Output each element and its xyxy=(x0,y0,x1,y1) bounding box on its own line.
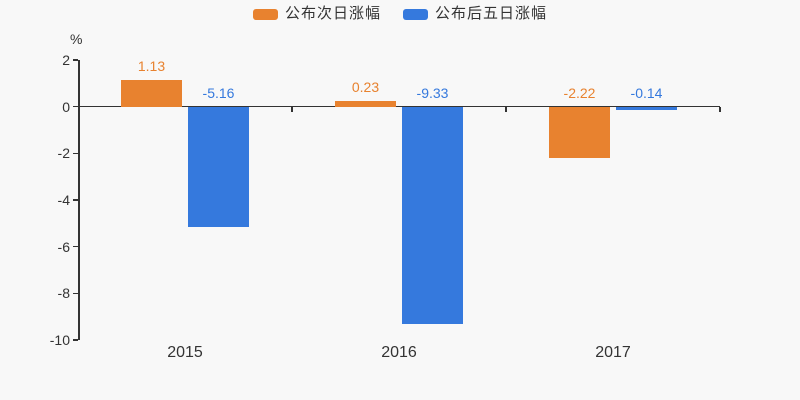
legend-swatch-icon xyxy=(252,8,278,20)
x-axis-zero-line xyxy=(78,105,720,108)
bar-公布后五日涨幅-2017[interactable] xyxy=(616,106,677,110)
y-axis-unit-label: % xyxy=(70,31,83,47)
legend-item-series-1[interactable]: 公布后五日涨幅 xyxy=(403,5,547,23)
x-axis-tick xyxy=(719,106,721,112)
bar-公布次日涨幅-2017[interactable] xyxy=(549,106,610,159)
legend-label: 公布次日涨幅 xyxy=(284,5,381,22)
y-axis-tick xyxy=(73,59,78,61)
bar-公布后五日涨幅-2015[interactable] xyxy=(188,106,249,228)
y-axis-tick xyxy=(73,199,78,201)
bar-value-label: -9.33 xyxy=(416,84,449,101)
bar-value-label: 1.13 xyxy=(137,58,166,75)
y-tick-label: 0 xyxy=(62,98,70,115)
bar-value-label: 0.23 xyxy=(351,79,380,96)
bar-value-label: -0.14 xyxy=(630,84,663,101)
bar-公布后五日涨幅-2016[interactable] xyxy=(402,106,463,325)
y-tick-label: -4 xyxy=(57,192,70,208)
y-tick-label: 2 xyxy=(62,52,70,68)
x-axis-tick xyxy=(291,106,293,112)
y-tick-label: -10 xyxy=(49,332,70,348)
bar-value-label: -2.22 xyxy=(563,84,596,101)
y-tick-label: -8 xyxy=(57,285,70,302)
x-category-label: 2017 xyxy=(595,344,631,361)
y-tick-label: -2 xyxy=(57,145,70,162)
bar-value-label: -5.16 xyxy=(202,84,235,101)
bar-公布次日涨幅-2016[interactable] xyxy=(335,101,396,107)
y-axis-tick xyxy=(73,152,78,155)
bar-公布次日涨幅-2015[interactable] xyxy=(121,80,182,107)
legend-label: 公布后五日涨幅 xyxy=(435,5,548,22)
x-category-label: 2016 xyxy=(381,344,417,361)
y-axis-tick xyxy=(73,292,78,295)
y-axis-tick xyxy=(73,245,78,248)
legend: 公布次日涨幅 公布后五日涨幅 xyxy=(0,5,800,23)
legend-swatch-icon xyxy=(403,8,428,20)
y-axis-tick xyxy=(73,339,78,341)
x-axis-tick xyxy=(505,106,507,112)
x-category-label: 2015 xyxy=(167,344,203,361)
y-axis-line xyxy=(78,60,80,340)
legend-item-series-0[interactable]: 公布次日涨幅 xyxy=(252,5,381,23)
y-tick-label: -6 xyxy=(57,238,70,255)
y-axis-tick xyxy=(73,105,78,108)
